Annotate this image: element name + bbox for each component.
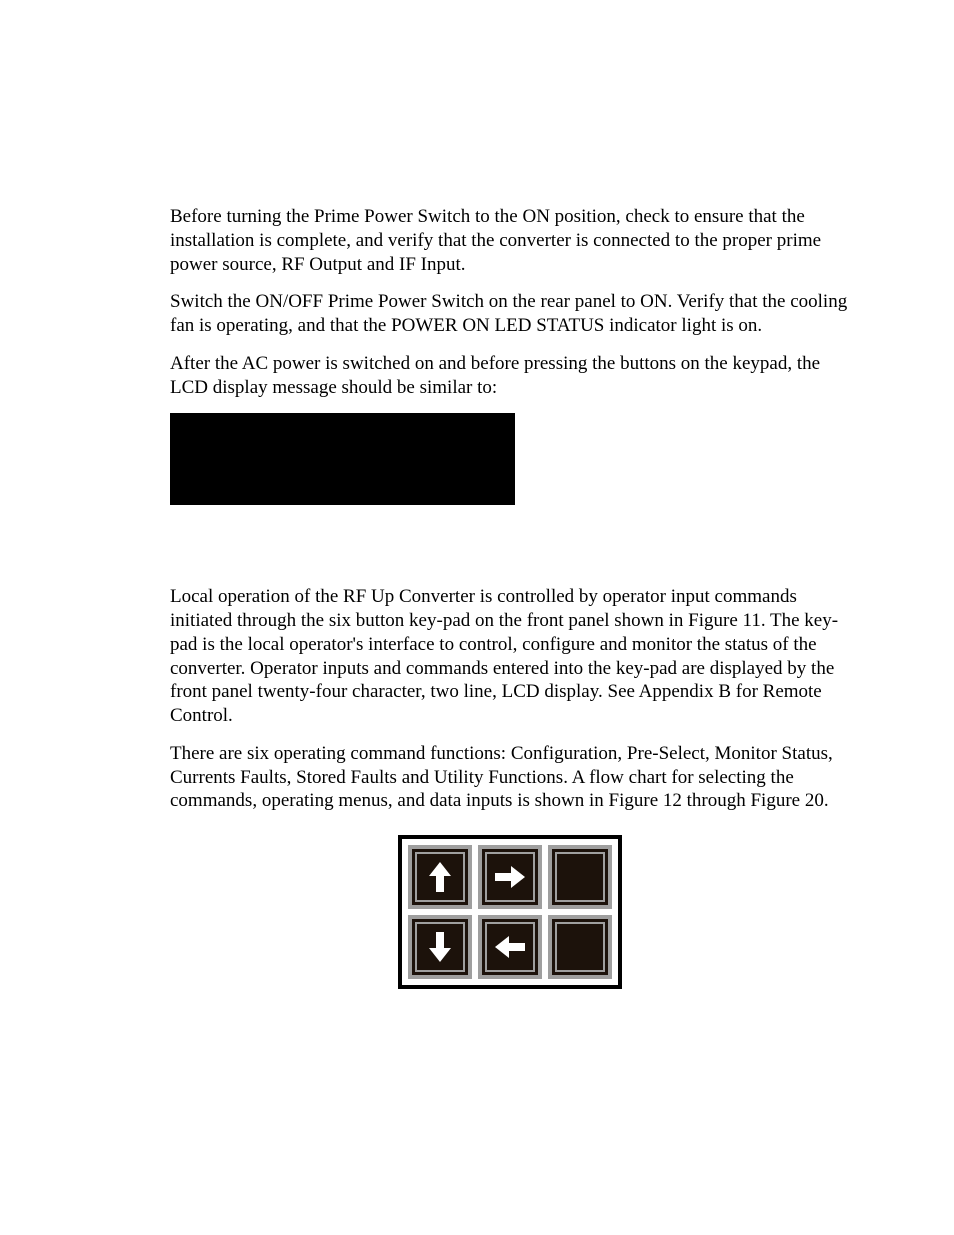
keypad-figure (170, 835, 849, 989)
paragraph-local-operation: Local operation of the RF Up Converter i… (170, 585, 849, 728)
keypad (398, 835, 622, 989)
section-gap (170, 545, 849, 585)
page: Before turning the Prime Power Switch to… (0, 0, 954, 1235)
key-up[interactable] (408, 845, 472, 909)
key-blank-bottom[interactable] (548, 915, 612, 979)
arrow-right-icon (495, 866, 525, 888)
paragraph-command-functions: There are six operating command function… (170, 742, 849, 813)
key-left[interactable] (478, 915, 542, 979)
arrow-up-icon (429, 862, 451, 892)
key-blank-top[interactable] (548, 845, 612, 909)
arrow-down-icon (429, 932, 451, 962)
lcd-display (170, 413, 515, 505)
arrow-left-icon (495, 936, 525, 958)
paragraph-switch-on: Switch the ON/OFF Prime Power Switch on … (170, 290, 849, 338)
paragraph-lcd-intro: After the AC power is switched on and be… (170, 352, 849, 400)
key-down[interactable] (408, 915, 472, 979)
key-right[interactable] (478, 845, 542, 909)
paragraph-power-check: Before turning the Prime Power Switch to… (170, 205, 849, 276)
